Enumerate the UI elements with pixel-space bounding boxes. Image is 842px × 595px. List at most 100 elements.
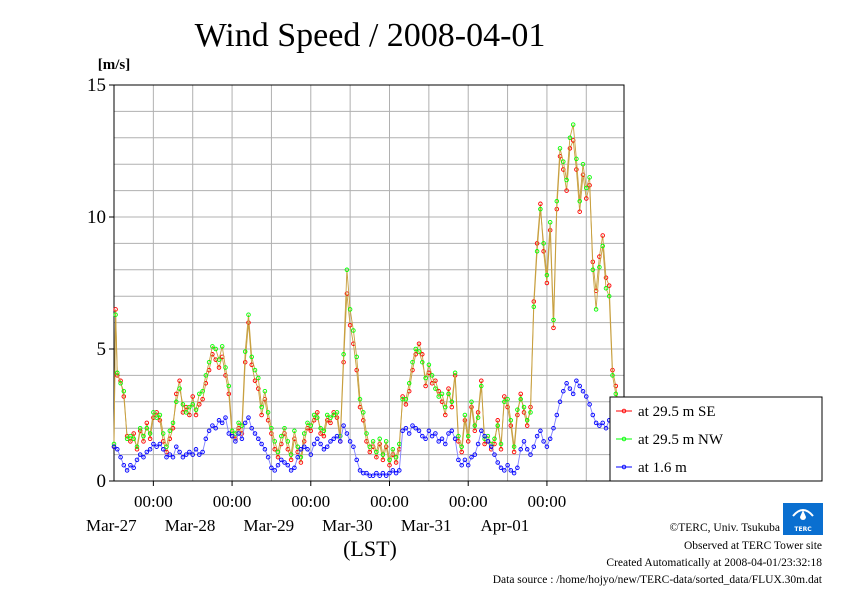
data-point — [479, 383, 484, 389]
data-point — [137, 452, 143, 457]
data-point — [610, 373, 615, 378]
data-point — [246, 320, 251, 325]
data-point — [449, 399, 455, 405]
data-point — [403, 425, 409, 431]
series-line — [113, 140, 623, 466]
data-point — [505, 462, 510, 468]
data-point — [262, 388, 268, 394]
data-point — [160, 431, 166, 436]
data-point — [200, 388, 205, 394]
data-point — [206, 359, 212, 365]
data-point — [259, 404, 264, 410]
data-point — [210, 423, 215, 428]
data-point — [406, 431, 412, 436]
data-point — [518, 447, 523, 452]
data-point — [600, 243, 605, 249]
data-point — [331, 412, 336, 418]
data-point — [502, 399, 507, 405]
data-point — [229, 433, 235, 439]
credit-observed: Observed at TERC Tower site — [684, 540, 822, 552]
data-point — [128, 462, 133, 468]
data-point — [570, 122, 576, 127]
data-point — [564, 188, 569, 193]
data-point — [347, 439, 353, 444]
data-point — [482, 441, 487, 447]
data-point — [498, 441, 504, 447]
data-point — [521, 404, 527, 410]
data-point — [121, 462, 127, 468]
data-point — [524, 447, 530, 452]
data-point — [265, 410, 271, 415]
x-tick-label-time: 00:00 — [528, 492, 567, 511]
data-point — [472, 428, 478, 434]
legend: at 29.5 m SE at 29.5 m NW at 1.6 m — [609, 396, 823, 482]
data-point — [406, 381, 412, 386]
legend-box — [609, 396, 823, 482]
data-point — [177, 378, 182, 383]
credit-copyright: ©TERC, Univ. Tsukuba — [670, 522, 780, 534]
data-point — [505, 404, 510, 410]
data-point — [164, 444, 169, 449]
data-point — [210, 344, 215, 349]
data-point — [383, 439, 389, 444]
data-point — [541, 439, 546, 444]
data-point — [465, 439, 471, 444]
data-point — [144, 449, 150, 455]
data-point — [551, 325, 556, 331]
data-point — [387, 457, 392, 463]
data-point — [118, 381, 123, 386]
x-tick-label-date: Apr-01 — [481, 516, 530, 535]
data-point — [347, 322, 353, 328]
data-point — [157, 412, 163, 418]
data-point — [331, 436, 336, 442]
x-tick-label-time: 00:00 — [449, 492, 488, 511]
data-point — [321, 447, 327, 452]
data-point — [423, 383, 428, 389]
data-point — [305, 420, 310, 426]
data-point — [134, 457, 140, 463]
data-point — [547, 436, 553, 442]
data-point — [403, 402, 409, 407]
data-point — [475, 415, 481, 420]
data-point — [515, 465, 520, 471]
data-point — [154, 444, 159, 449]
legend-label: at 1.6 m — [638, 460, 687, 476]
data-point — [387, 462, 392, 468]
data-point — [495, 423, 500, 428]
data-point — [551, 317, 556, 323]
data-point — [183, 410, 189, 415]
data-point — [547, 220, 553, 225]
data-point — [216, 418, 222, 423]
data-point — [151, 410, 156, 415]
data-point — [541, 249, 546, 254]
data-point — [400, 394, 405, 399]
data-point — [534, 241, 540, 246]
data-point — [475, 441, 481, 447]
data-point — [252, 431, 258, 436]
data-point — [498, 447, 504, 452]
data-point — [570, 391, 576, 397]
data-point — [531, 444, 537, 449]
data-point — [236, 431, 241, 436]
x-tick-label-time: 00:00 — [134, 492, 173, 511]
data-point — [115, 370, 120, 376]
data-point — [472, 452, 478, 457]
data-point — [187, 412, 192, 418]
data-point — [462, 457, 468, 463]
data-point — [197, 391, 202, 397]
data-point — [456, 457, 461, 463]
data-point — [531, 304, 537, 310]
data-point — [606, 283, 612, 288]
data-point — [600, 420, 605, 426]
data-point — [413, 352, 418, 357]
data-point — [344, 267, 350, 273]
data-point — [492, 452, 497, 457]
data-point — [124, 468, 130, 473]
data-point — [174, 444, 179, 449]
data-point — [275, 454, 281, 460]
data-point — [584, 185, 589, 191]
data-point — [197, 452, 202, 457]
data-point — [420, 352, 425, 357]
data-point — [151, 441, 156, 447]
series-layer — [111, 122, 625, 478]
